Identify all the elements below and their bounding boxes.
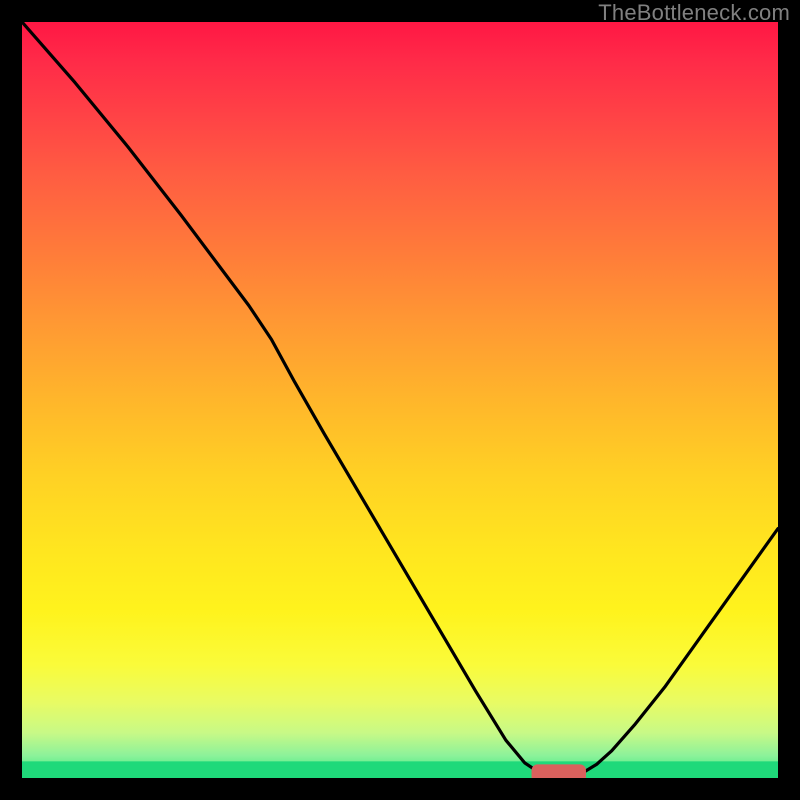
bottleneck-chart [22, 22, 778, 778]
chart-container: TheBottleneck.com [0, 0, 800, 800]
green-band [22, 761, 778, 778]
watermark-text: TheBottleneck.com [598, 0, 790, 26]
plot-area [22, 22, 778, 778]
gradient-background [22, 22, 778, 778]
optimum-marker [532, 764, 586, 778]
